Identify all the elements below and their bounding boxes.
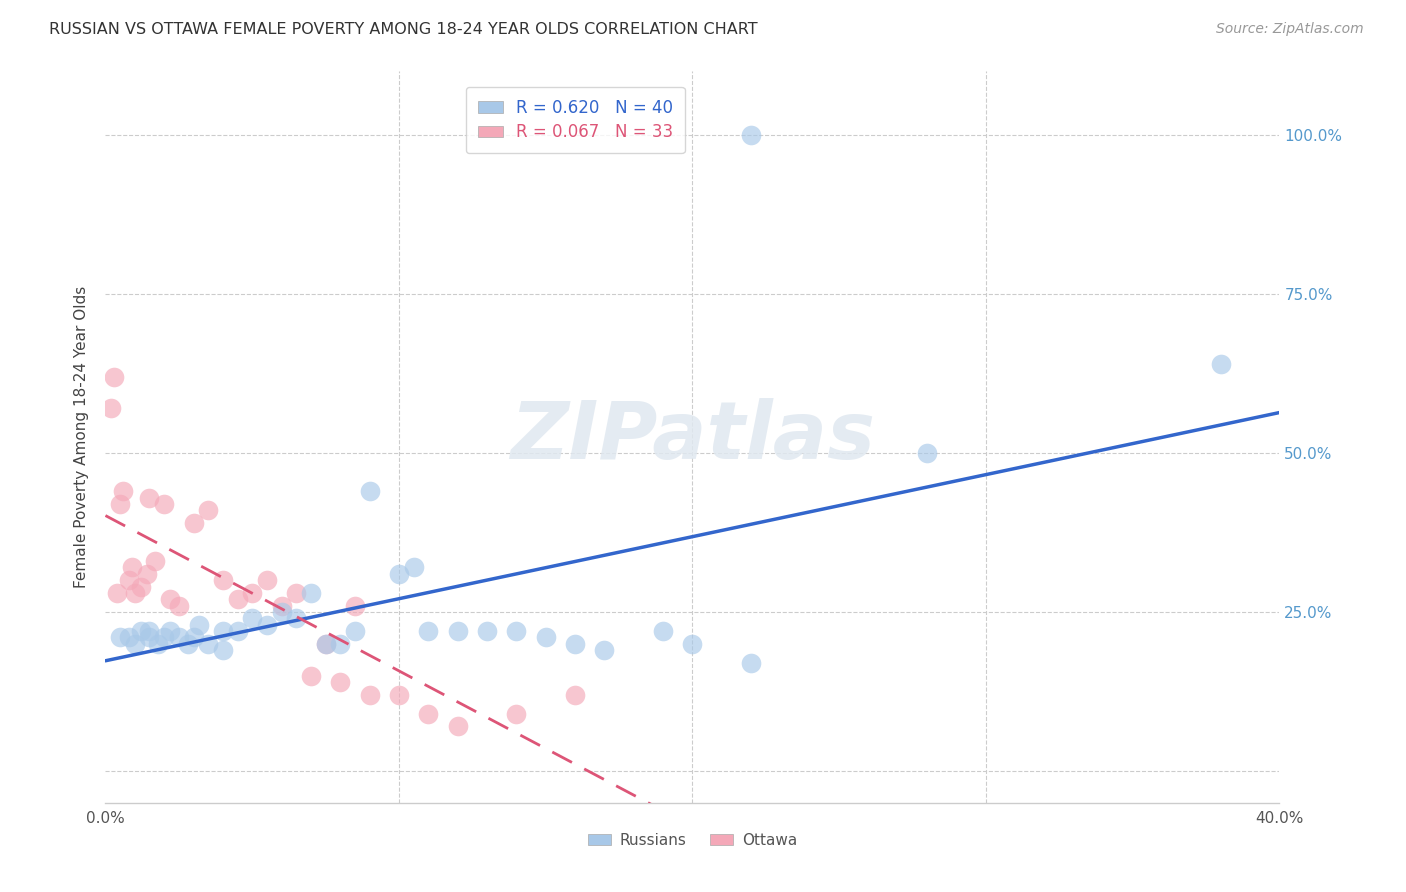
Point <box>176 637 198 651</box>
Point <box>211 573 233 587</box>
Point <box>135 566 157 581</box>
Point <box>105 586 128 600</box>
Point <box>475 624 498 638</box>
Point <box>534 631 557 645</box>
Point <box>148 637 170 651</box>
Point <box>118 573 141 587</box>
Point <box>211 643 233 657</box>
Point <box>124 586 146 600</box>
Point <box>359 688 381 702</box>
Point <box>188 617 211 632</box>
Point <box>388 566 411 581</box>
Point <box>167 631 190 645</box>
Point <box>183 631 205 645</box>
Point <box>108 497 131 511</box>
Point <box>564 688 586 702</box>
Point <box>138 631 160 645</box>
Point <box>740 128 762 142</box>
Legend: Russians, Ottawa: Russians, Ottawa <box>582 827 803 854</box>
Point <box>197 637 219 651</box>
Point <box>129 624 152 638</box>
Point <box>138 624 160 638</box>
Point <box>593 643 616 657</box>
Point <box>256 617 278 632</box>
Y-axis label: Female Poverty Among 18-24 Year Olds: Female Poverty Among 18-24 Year Olds <box>75 286 90 588</box>
Point <box>143 554 166 568</box>
Point <box>505 706 527 721</box>
Point <box>256 573 278 587</box>
Point <box>226 624 249 638</box>
Point <box>682 637 704 651</box>
Point <box>343 599 366 613</box>
Point <box>197 503 219 517</box>
Text: ZIPatlas: ZIPatlas <box>510 398 875 476</box>
Text: Source: ZipAtlas.com: Source: ZipAtlas.com <box>1216 22 1364 37</box>
Point <box>138 491 160 505</box>
Point <box>270 605 292 619</box>
Point <box>388 688 411 702</box>
Point <box>153 497 176 511</box>
Point <box>240 586 263 600</box>
Point <box>103 369 125 384</box>
Point <box>226 592 249 607</box>
Point <box>108 631 131 645</box>
Point <box>285 611 308 625</box>
Point <box>153 631 176 645</box>
Point <box>100 401 122 416</box>
Point <box>167 599 190 613</box>
Point <box>270 599 292 613</box>
Point <box>299 668 322 682</box>
Point <box>418 624 440 638</box>
Point <box>1209 357 1232 371</box>
Point <box>285 586 308 600</box>
Point <box>343 624 366 638</box>
Point <box>315 637 337 651</box>
Point <box>118 631 141 645</box>
Point <box>159 592 181 607</box>
Point <box>315 637 337 651</box>
Point <box>447 719 470 733</box>
Point <box>329 675 352 690</box>
Point <box>402 560 425 574</box>
Point <box>124 637 146 651</box>
Point <box>240 611 263 625</box>
Point <box>183 516 205 530</box>
Point <box>129 580 152 594</box>
Point <box>418 706 440 721</box>
Point <box>211 624 233 638</box>
Point <box>121 560 143 574</box>
Point <box>505 624 527 638</box>
Point <box>917 446 939 460</box>
Point <box>564 637 586 651</box>
Point <box>112 484 135 499</box>
Point <box>740 656 762 670</box>
Point <box>329 637 352 651</box>
Point <box>447 624 470 638</box>
Text: RUSSIAN VS OTTAWA FEMALE POVERTY AMONG 18-24 YEAR OLDS CORRELATION CHART: RUSSIAN VS OTTAWA FEMALE POVERTY AMONG 1… <box>49 22 758 37</box>
Point <box>299 586 322 600</box>
Point <box>652 624 675 638</box>
Point <box>359 484 381 499</box>
Point <box>159 624 181 638</box>
